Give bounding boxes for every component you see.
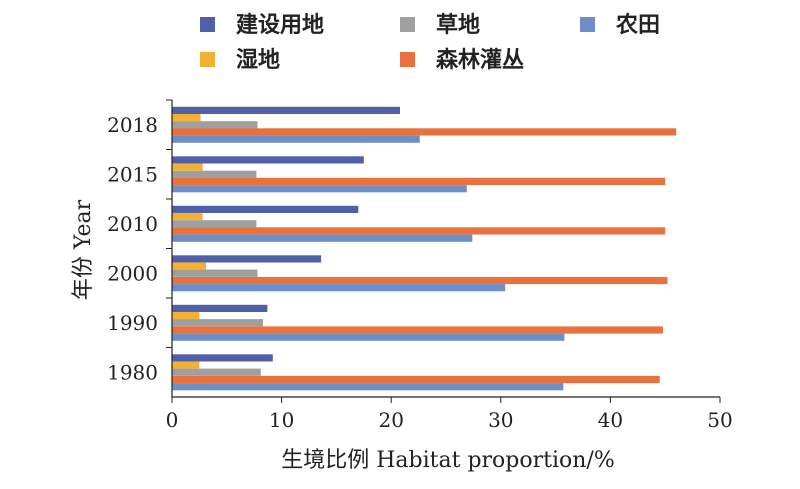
x-tick-label: 30 — [488, 408, 513, 432]
bar-1990-4 — [172, 333, 565, 341]
bar-1980-0 — [172, 354, 273, 362]
legend-label: 农田 — [615, 12, 660, 38]
bar-1980-4 — [172, 383, 564, 391]
bar-2010-2 — [172, 220, 257, 228]
bar-1980-3 — [172, 375, 660, 384]
x-tick-label: 0 — [166, 408, 179, 432]
bar-2000-2 — [172, 269, 258, 277]
bar-1990-0 — [172, 304, 268, 312]
x-tick-label: 40 — [598, 408, 623, 432]
bar-2010-4 — [172, 234, 473, 242]
bar-2015-2 — [172, 170, 257, 178]
x-tick-label: 10 — [269, 408, 294, 432]
legend-swatch — [400, 52, 415, 67]
bar-2000-0 — [172, 255, 322, 263]
bar-2018-0 — [172, 106, 400, 114]
bar-1980-1 — [172, 361, 200, 369]
bar-2010-1 — [172, 212, 203, 221]
legend-swatch — [200, 52, 215, 67]
y-tick-label: 1980 — [107, 360, 158, 384]
bar-1980-2 — [172, 368, 261, 376]
bars — [172, 106, 677, 391]
axes: 1980 1990 2000 2010 2015 2018 0 10 20 30 40 50 — [107, 99, 733, 432]
bar-1990-2 — [172, 319, 263, 327]
bar-2015-4 — [172, 185, 467, 193]
bar-2010-3 — [172, 227, 666, 235]
legend-label: 草地 — [436, 12, 480, 38]
bar-2000-3 — [172, 276, 668, 285]
y-tick-label: 2015 — [107, 162, 158, 186]
x-axis-label: 生境比例 Habitat proportion/% — [281, 448, 615, 473]
y-tick-label: 2018 — [107, 113, 158, 137]
y-tick-label: 2000 — [107, 261, 158, 285]
bar-2018-4 — [172, 135, 420, 143]
legend-label: 湿地 — [236, 48, 280, 73]
bar-2015-0 — [172, 156, 364, 164]
bar-2010-0 — [172, 205, 359, 213]
bar-2015-1 — [172, 163, 203, 171]
legend-swatch — [200, 17, 215, 32]
bar-2000-4 — [172, 284, 506, 292]
bar-1990-1 — [172, 311, 200, 320]
bar-2018-2 — [172, 121, 258, 129]
y-axis-label: 年份 Year — [71, 199, 96, 300]
y-tick-label: 2010 — [107, 212, 158, 236]
bar-1990-3 — [172, 326, 663, 334]
y-tick-label: 1990 — [107, 311, 158, 335]
legend-swatch — [400, 17, 415, 32]
legend-label: 森林灌丛 — [436, 47, 524, 73]
bar-2015-3 — [172, 177, 666, 185]
bar-2000-1 — [172, 262, 206, 270]
x-tick-label: 20 — [378, 408, 403, 432]
legend-label: 建设用地 — [236, 13, 324, 38]
x-tick-label: 50 — [707, 408, 732, 432]
bar-2018-1 — [172, 114, 201, 122]
legend-swatch — [580, 17, 595, 32]
bar-2018-3 — [172, 128, 677, 136]
